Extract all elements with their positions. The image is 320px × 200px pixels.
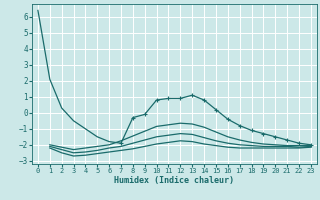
X-axis label: Humidex (Indice chaleur): Humidex (Indice chaleur): [115, 176, 234, 185]
